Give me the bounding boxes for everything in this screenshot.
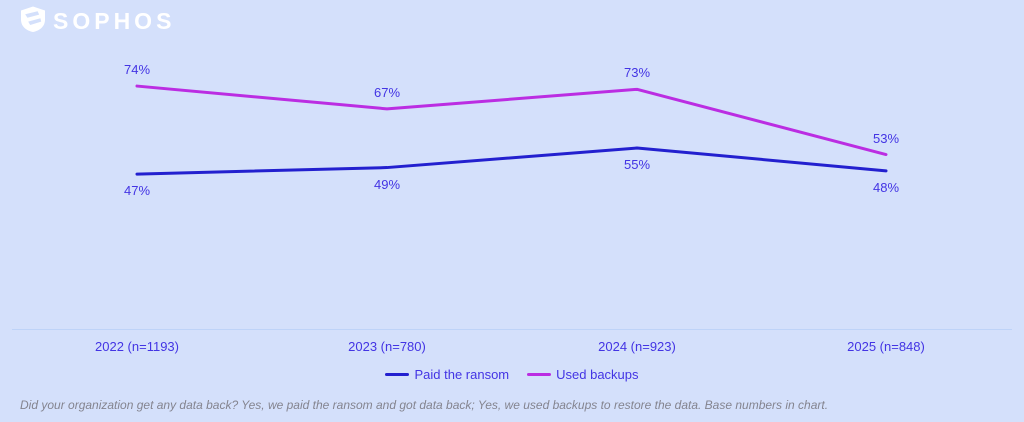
legend-label-paid-the-ransom: Paid the ransom xyxy=(414,367,510,382)
data-label: 73% xyxy=(623,65,651,81)
x-axis-label: 2024 (n=923) xyxy=(598,339,676,354)
footnote: Did your organization get any data back?… xyxy=(20,398,829,412)
x-axis-label: 2023 (n=780) xyxy=(348,339,426,354)
data-label: 74% xyxy=(123,62,151,78)
series-line-paid-the-ransom xyxy=(135,146,888,176)
legend-item-paid-the-ransom: Paid the ransom xyxy=(385,367,509,382)
legend-item-used-backups: Used backups xyxy=(527,367,639,382)
x-axis-label: 2025 (n=848) xyxy=(847,339,925,354)
data-label: 48% xyxy=(872,179,900,195)
legend-swatch-paid-the-ransom-icon xyxy=(385,373,410,376)
data-label: 53% xyxy=(872,130,900,146)
series-line-used-backups xyxy=(135,84,888,157)
data-label: 49% xyxy=(373,176,401,192)
legend-label-used-backups: Used backups xyxy=(556,367,639,382)
sophos-logo: SOPHOS xyxy=(20,6,176,37)
x-axis-label: 2022 (n=1193) xyxy=(95,339,179,354)
legend-swatch-used-backups-icon xyxy=(527,373,552,376)
sophos-shield-icon xyxy=(20,6,46,37)
data-label: 67% xyxy=(373,84,401,100)
data-label: 55% xyxy=(623,157,651,172)
chart-legend: Paid the ransom Used backups xyxy=(0,367,1024,382)
brand-wordmark: SOPHOS xyxy=(53,8,176,34)
data-label: 47% xyxy=(123,183,151,199)
x-axis-line xyxy=(12,329,1012,330)
